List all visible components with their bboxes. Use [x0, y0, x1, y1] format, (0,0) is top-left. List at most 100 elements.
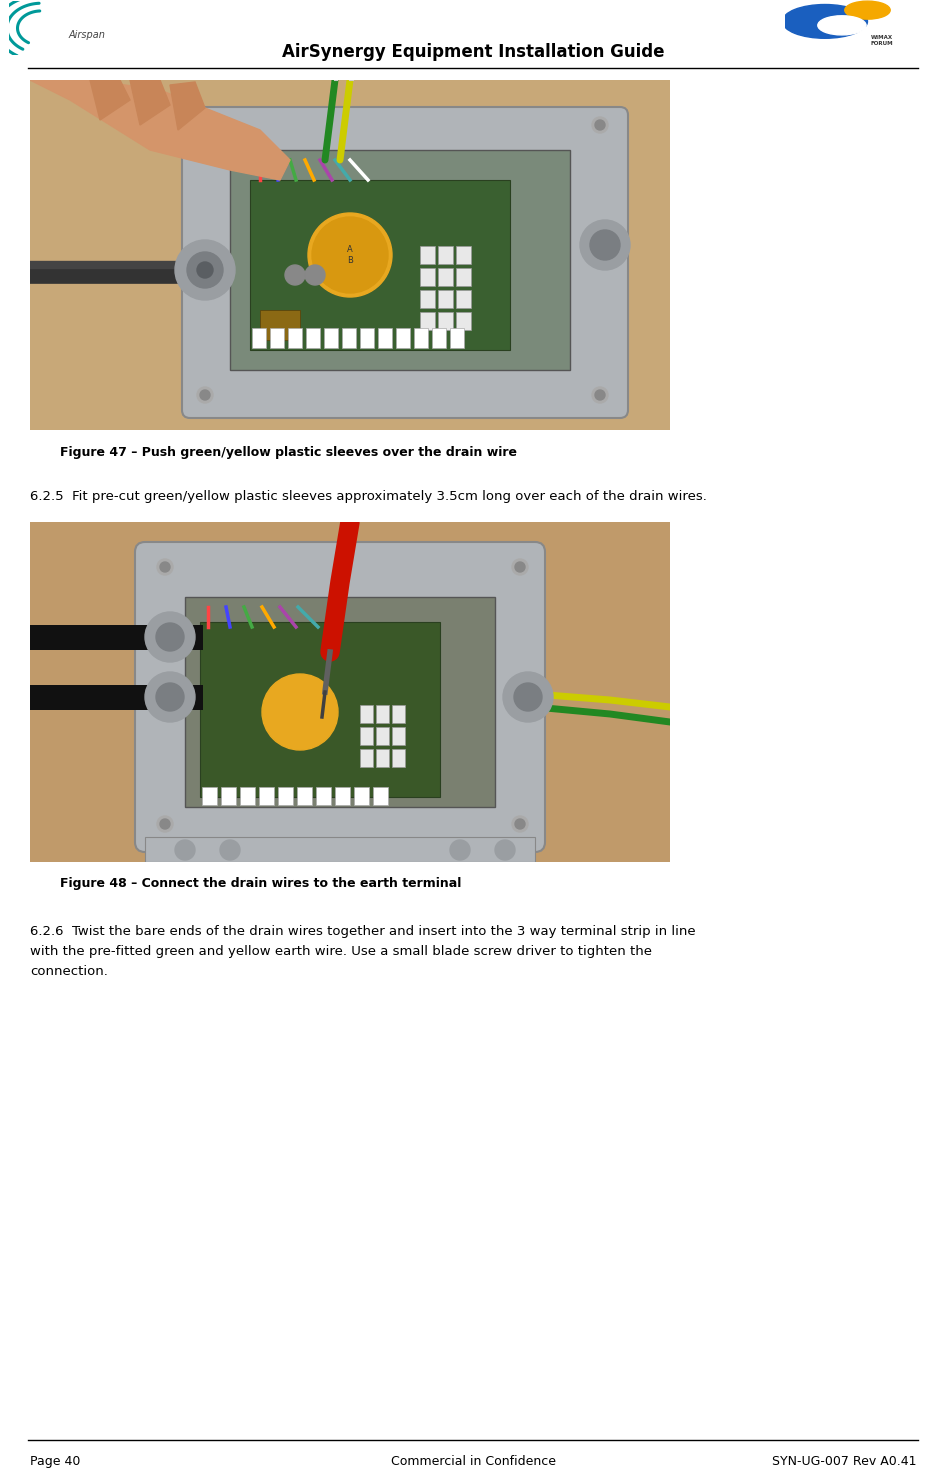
Bar [259, 787, 274, 805]
Circle shape [308, 213, 392, 296]
Bar [420, 290, 435, 308]
Circle shape [197, 387, 213, 403]
Circle shape [156, 622, 184, 651]
Polygon shape [170, 82, 205, 130]
Bar [396, 328, 410, 348]
Bar [354, 787, 369, 805]
Text: connection.: connection. [30, 965, 108, 978]
Bar [360, 705, 373, 723]
Bar [432, 328, 446, 348]
Text: Commercial in Confidence: Commercial in Confidence [391, 1455, 555, 1469]
Circle shape [515, 562, 525, 572]
Bar [420, 268, 435, 286]
Circle shape [200, 390, 210, 400]
Circle shape [200, 120, 210, 130]
Bar [202, 787, 217, 805]
Circle shape [512, 817, 528, 831]
Circle shape [450, 840, 470, 860]
Circle shape [285, 265, 305, 285]
Bar [270, 328, 284, 348]
Circle shape [512, 559, 528, 575]
Circle shape [845, 1, 890, 19]
Text: Airspan: Airspan [68, 30, 105, 40]
Text: A
B: A B [347, 246, 353, 265]
Circle shape [515, 820, 525, 828]
Circle shape [592, 387, 608, 403]
Circle shape [156, 683, 184, 711]
Bar [376, 748, 389, 768]
Bar [342, 328, 356, 348]
Polygon shape [130, 80, 170, 124]
FancyBboxPatch shape [135, 542, 545, 852]
Text: Page 40: Page 40 [30, 1455, 80, 1469]
Bar [376, 705, 389, 723]
Text: SYN-UG-007 Rev A0.41: SYN-UG-007 Rev A0.41 [772, 1455, 916, 1469]
Text: Figure 47 – Push green/yellow plastic sleeves over the drain wire: Figure 47 – Push green/yellow plastic sl… [60, 446, 517, 459]
Circle shape [220, 840, 240, 860]
Bar [378, 328, 392, 348]
Bar [200, 622, 440, 797]
FancyBboxPatch shape [182, 107, 628, 418]
Bar [392, 705, 405, 723]
Bar [252, 328, 266, 348]
Bar [145, 837, 535, 863]
Text: 6.2.6  Twist the bare ends of the drain wires together and insert into the 3 way: 6.2.6 Twist the bare ends of the drain w… [30, 925, 695, 938]
Circle shape [175, 240, 235, 299]
Bar [392, 748, 405, 768]
Bar [420, 246, 435, 264]
Circle shape [187, 252, 223, 288]
Polygon shape [30, 80, 290, 179]
Circle shape [817, 16, 867, 36]
Circle shape [262, 674, 338, 750]
Circle shape [197, 262, 213, 279]
Circle shape [595, 390, 605, 400]
Polygon shape [90, 80, 130, 120]
Text: 6.2.5  Fit pre-cut green/yellow plastic sleeves approximately 3.5cm long over ea: 6.2.5 Fit pre-cut green/yellow plastic s… [30, 491, 707, 502]
Bar [360, 328, 374, 348]
Circle shape [175, 840, 195, 860]
Bar [450, 328, 464, 348]
Bar [335, 787, 350, 805]
Circle shape [305, 265, 325, 285]
Bar [456, 268, 471, 286]
Text: with the pre-fitted green and yellow earth wire. Use a small blade screw driver : with the pre-fitted green and yellow ear… [30, 946, 652, 957]
Bar [456, 290, 471, 308]
Circle shape [157, 817, 173, 831]
Bar [420, 313, 435, 330]
Bar [221, 787, 236, 805]
Bar [260, 310, 300, 339]
Bar [373, 787, 388, 805]
Bar [456, 246, 471, 264]
Bar [185, 597, 495, 808]
Text: AirSynergy Equipment Installation Guide: AirSynergy Equipment Installation Guide [282, 43, 664, 61]
Circle shape [312, 216, 388, 293]
Bar [438, 246, 453, 264]
Bar [360, 728, 373, 745]
Circle shape [145, 671, 195, 722]
Circle shape [514, 683, 542, 711]
Bar [414, 328, 428, 348]
Bar [288, 328, 302, 348]
Text: WiMAX
FORUM: WiMAX FORUM [870, 36, 893, 46]
Circle shape [145, 612, 195, 662]
Text: Figure 48 – Connect the drain wires to the earth terminal: Figure 48 – Connect the drain wires to t… [60, 877, 462, 891]
Bar [438, 313, 453, 330]
Circle shape [197, 117, 213, 133]
Bar [240, 787, 255, 805]
Bar [316, 787, 331, 805]
Bar [278, 787, 293, 805]
Bar [376, 728, 389, 745]
Circle shape [503, 671, 553, 722]
Bar [306, 328, 320, 348]
Bar [392, 728, 405, 745]
Circle shape [160, 562, 170, 572]
Circle shape [782, 4, 867, 39]
Bar [438, 290, 453, 308]
Bar [360, 748, 373, 768]
Bar [324, 328, 338, 348]
Circle shape [160, 820, 170, 828]
Bar [456, 313, 471, 330]
Bar [438, 268, 453, 286]
Bar [297, 787, 312, 805]
Circle shape [580, 219, 630, 270]
